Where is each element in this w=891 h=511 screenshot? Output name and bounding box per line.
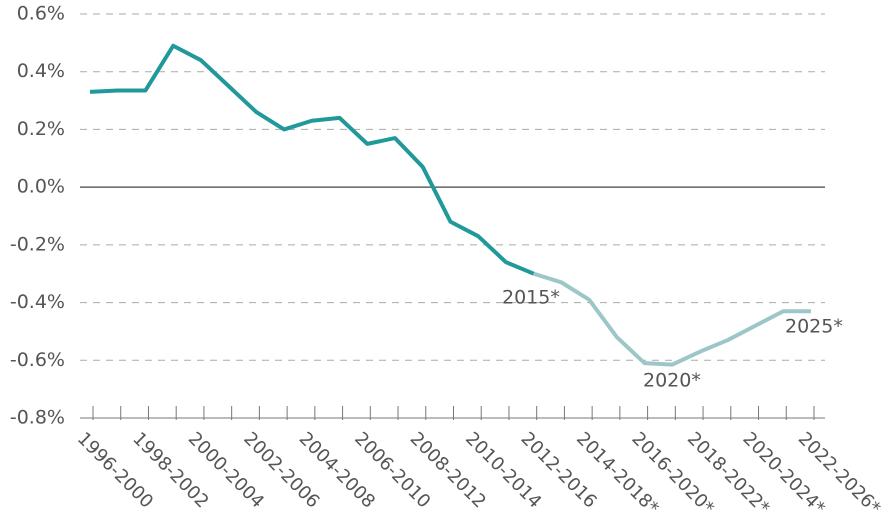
y-tick-label: 0.6% [17,3,65,25]
y-tick-label: 0.2% [17,118,65,140]
line-series [89,43,535,276]
y-tick-label: -0.6% [10,349,65,371]
y-tick-label: -0.4% [10,291,65,313]
annotation: 2015* [502,287,560,309]
y-tick-label: 0.0% [17,176,65,198]
y-tick-label: -0.8% [10,407,65,429]
y-tick-label: -0.2% [10,233,65,255]
annotation: 2025* [785,316,843,338]
annotation: 2020* [643,370,701,392]
line-series [533,271,811,367]
y-tick-label: 0.4% [17,60,65,82]
